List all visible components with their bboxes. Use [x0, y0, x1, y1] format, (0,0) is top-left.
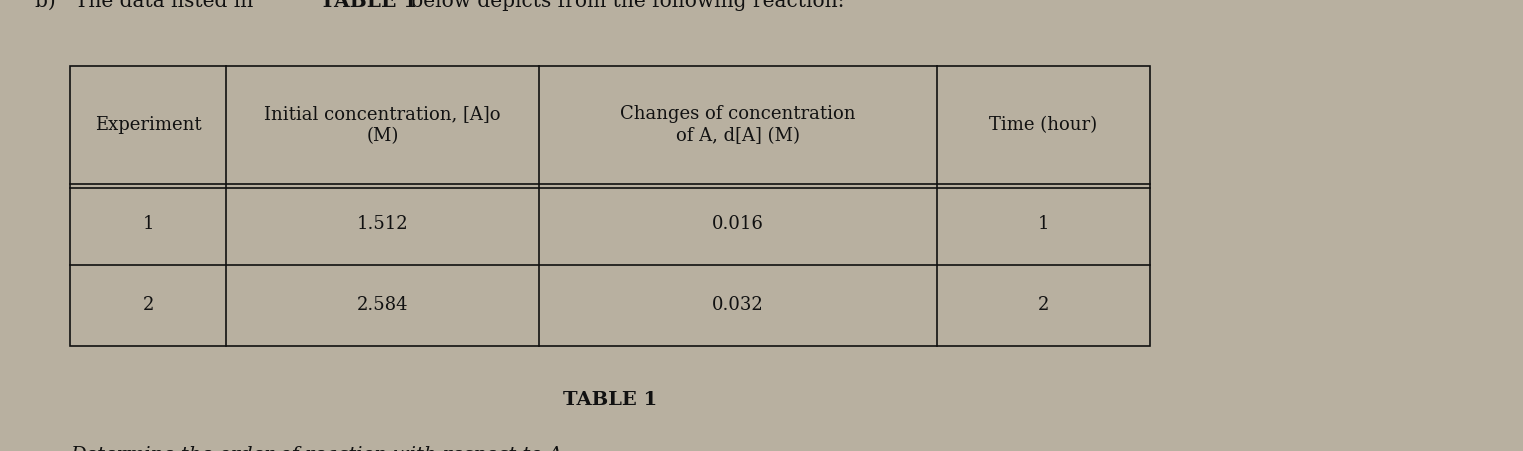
- Text: b)   The data listed in: b) The data listed in: [35, 0, 259, 11]
- Text: 0.016: 0.016: [711, 215, 765, 233]
- Bar: [70, 66, 1150, 346]
- Text: TABLE 1: TABLE 1: [564, 391, 656, 409]
- Text: 2: 2: [1037, 296, 1049, 314]
- Text: Changes of concentration
of A, d[A] (M): Changes of concentration of A, d[A] (M): [620, 105, 856, 145]
- Text: Initial concentration, [A]o
(M): Initial concentration, [A]o (M): [265, 105, 501, 145]
- Text: 1.512: 1.512: [356, 215, 408, 233]
- Text: 0.032: 0.032: [713, 296, 763, 314]
- Text: 1: 1: [143, 215, 154, 233]
- Text: TABLE 1: TABLE 1: [320, 0, 417, 11]
- Text: 2: 2: [143, 296, 154, 314]
- Text: Experiment: Experiment: [94, 116, 201, 134]
- Text: 1: 1: [1037, 215, 1049, 233]
- Text: below depicts from the following reaction:: below depicts from the following reactio…: [404, 0, 844, 11]
- Text: Determine the order of reaction with respect to A.: Determine the order of reaction with res…: [70, 446, 568, 451]
- Text: Time (hour): Time (hour): [990, 116, 1098, 134]
- Text: 2.584: 2.584: [356, 296, 408, 314]
